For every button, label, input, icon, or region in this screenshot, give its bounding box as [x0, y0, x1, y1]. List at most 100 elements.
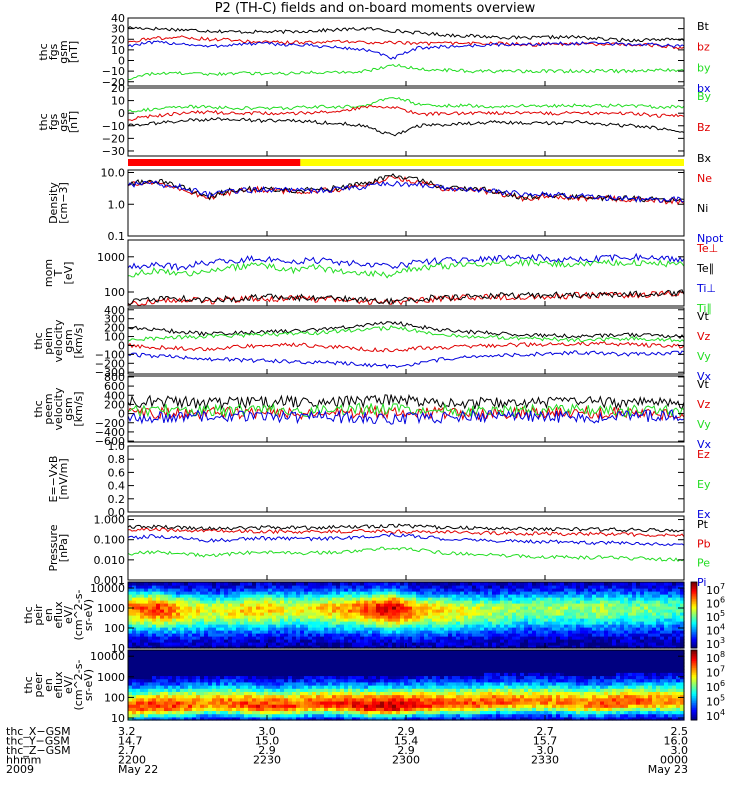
spectrogram-cell [288, 704, 293, 708]
spectrogram-cell [324, 630, 329, 634]
y-tick-label: 40 [111, 12, 125, 25]
spectrogram-cell [160, 681, 165, 686]
spectrogram-cell [664, 624, 669, 628]
spectrogram-cell [284, 650, 289, 654]
spectrogram-cell [328, 672, 333, 677]
spectrogram-cell [388, 612, 393, 616]
spectrogram-cell [604, 645, 609, 649]
spectrogram-cell [148, 639, 153, 643]
spectrogram-cell [296, 713, 301, 718]
spectrogram-cell [284, 612, 289, 616]
spectrogram-cell [392, 713, 397, 718]
spectrogram-cell [568, 612, 573, 616]
spectrogram-cell [616, 621, 621, 625]
series-line-pressure-4 [127, 532, 685, 546]
spectrogram-cell [204, 713, 209, 718]
spectrogram-cell [676, 627, 681, 631]
spectrogram-cell [484, 585, 489, 589]
spectrogram-cell [616, 630, 621, 634]
spectrogram-cell [132, 688, 137, 692]
spectrogram-cell [344, 630, 349, 634]
spectrogram-cell [288, 716, 293, 721]
spectrogram-cell [368, 656, 373, 661]
spectrogram-cell [292, 594, 297, 598]
spectrogram-cell [308, 630, 313, 634]
spectrogram-cell [176, 621, 181, 625]
spectrogram-cell [244, 653, 249, 657]
spectrogram-cell [656, 606, 661, 610]
spectrogram-cell [204, 650, 209, 654]
spectrogram-cell [404, 675, 409, 680]
spectrogram-cell [260, 585, 265, 589]
spectrogram-cell [568, 609, 573, 613]
spectrogram-cell [228, 594, 233, 598]
spectrogram-cell [492, 603, 497, 607]
spectrogram-cell [280, 707, 285, 712]
spectrogram-cell [292, 672, 297, 677]
spectrogram-cell [344, 621, 349, 625]
spectrogram-cell [192, 639, 197, 643]
spectrogram-cell [528, 618, 533, 622]
spectrogram-cell [644, 624, 649, 628]
spectrogram-cell [144, 704, 149, 708]
spectrogram-cell [364, 627, 369, 631]
spectrogram-cell [576, 618, 581, 622]
spectrogram-cell [320, 630, 325, 634]
spectrogram-cell [436, 582, 441, 586]
spectrogram-cell [400, 710, 405, 715]
spectrogram-cell [176, 594, 181, 598]
spectrogram-cell [228, 704, 233, 708]
spectrogram-cell [308, 691, 313, 696]
spectrogram-cell [292, 609, 297, 613]
spectrogram-cell [616, 615, 621, 619]
spectrogram-cell [468, 612, 473, 616]
spectrogram-cell [404, 621, 409, 625]
spectrogram-cell [496, 618, 501, 622]
spectrogram-cell [160, 650, 165, 654]
spectrogram-cell [348, 615, 353, 619]
spectrogram-cell [636, 606, 641, 610]
spectrogram-cell [652, 612, 657, 616]
spectrogram-cell [156, 713, 161, 718]
spectrogram-cell [340, 665, 345, 670]
spectrogram-cell [184, 618, 189, 622]
spectrogram-cell [428, 639, 433, 643]
spectrogram-cell [384, 697, 389, 702]
spectrogram-cell [608, 618, 613, 622]
spectrogram-cell [428, 606, 433, 610]
spectrogram-cell [300, 700, 305, 705]
spectrogram-cell [256, 691, 261, 696]
spectrogram-cell [344, 588, 349, 592]
spectrogram-cell [172, 716, 177, 721]
spectrogram-cell [600, 609, 605, 613]
series-line-peim_velocity-1 [127, 321, 685, 339]
spectrogram-cell [456, 609, 461, 613]
spectrogram-cell [648, 630, 653, 634]
spectrogram-cell [584, 609, 589, 613]
spectrogram-cell [600, 627, 605, 631]
spectrogram-cell [232, 678, 237, 683]
spectrogram-cell [424, 630, 429, 634]
spectrogram-cell [144, 585, 149, 589]
spectrogram-cell [220, 621, 225, 625]
spectrogram-cell [304, 675, 309, 680]
spectrogram-cell [508, 645, 513, 649]
spectrogram-cell [384, 694, 389, 699]
spectrogram-cell [648, 600, 653, 604]
spectrogram-cell [216, 656, 221, 661]
spectrogram-cell [332, 639, 337, 643]
spectrogram-cell [384, 672, 389, 677]
spectrogram-cell [408, 627, 413, 631]
spectrogram-cell [256, 582, 261, 586]
spectrogram-cell [308, 697, 313, 702]
spectrogram-cell [136, 707, 141, 712]
y-axis-label: peim [42, 327, 55, 355]
spectrogram-cell [240, 621, 245, 625]
spectrogram-cell [192, 710, 197, 715]
spectrogram-cell [488, 645, 493, 649]
spectrogram-cell [276, 633, 281, 637]
spectrogram-cell [160, 710, 165, 715]
spectrogram-cell [132, 650, 137, 654]
spectrogram-cell [396, 618, 401, 622]
spectrogram-cell [556, 588, 561, 592]
